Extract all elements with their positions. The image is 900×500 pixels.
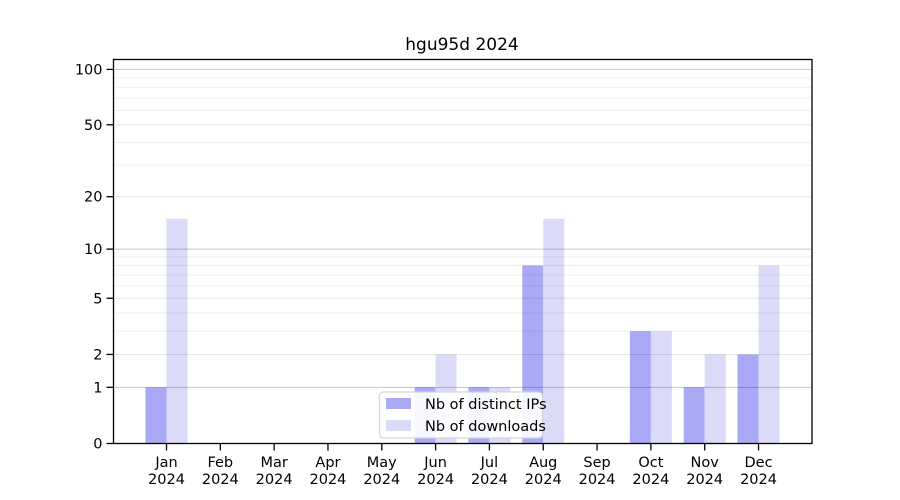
bar-downloads <box>166 218 188 444</box>
x-axis: Jan 2024 Feb 2024 Mar 2024 Apr 2024 May 2024 Jun 20… <box>148 443 777 488</box>
bar-downloads <box>758 265 780 444</box>
x-tick-label: May 2024 <box>363 455 400 488</box>
x-tick-label: Apr 2024 <box>310 455 347 488</box>
x-tick-label: Dec 2024 <box>740 455 777 488</box>
x-tick-label: Nov 2024 <box>686 455 723 488</box>
legend-label-downloads: Nb of downloads <box>425 419 546 435</box>
x-tick-label: Mar 2024 <box>256 455 293 488</box>
bar-distinct-ips <box>683 387 705 444</box>
y-axis: 0 1 2 5 10 20 50 100 <box>75 62 114 453</box>
x-tick-label: Feb 2024 <box>202 455 239 488</box>
bar-downloads <box>704 354 726 444</box>
legend-swatch-distinct-ips <box>386 398 411 409</box>
y-tick-label: 10 <box>84 242 102 258</box>
y-tick-label: 50 <box>84 118 102 134</box>
bar-distinct-ips <box>629 331 651 444</box>
bar-downloads <box>650 331 672 444</box>
x-tick-label: Oct 2024 <box>632 455 669 488</box>
bar-distinct-ips <box>145 387 167 444</box>
legend-swatch-downloads <box>386 420 411 431</box>
y-tick-label: 1 <box>93 380 102 396</box>
y-tick-label: 2 <box>93 347 102 363</box>
y-tick-label: 100 <box>75 62 103 78</box>
gridlines-layer <box>114 68 812 388</box>
y-tick-label: 20 <box>84 190 102 206</box>
legend-label-distinct-ips: Nb of distinct IPs <box>425 397 547 413</box>
x-tick-label: Jan 2024 <box>148 455 185 488</box>
y-tick-label: 5 <box>93 291 102 307</box>
y-tick-label: 0 <box>93 437 102 453</box>
legend-box <box>378 391 544 439</box>
x-tick-label: Sep 2024 <box>579 455 616 488</box>
x-tick-label: Jul 2024 <box>471 455 508 488</box>
bar-distinct-ips <box>737 354 759 444</box>
chart-title: hgu95d 2024 <box>405 35 518 55</box>
x-tick-label: Aug 2024 <box>525 455 562 488</box>
legend: Nb of distinct IPs Nb of downloads <box>378 391 547 439</box>
bar-downloads <box>543 218 565 444</box>
plot-frame <box>112 58 813 445</box>
x-tick-label: Jun 2024 <box>417 455 454 488</box>
